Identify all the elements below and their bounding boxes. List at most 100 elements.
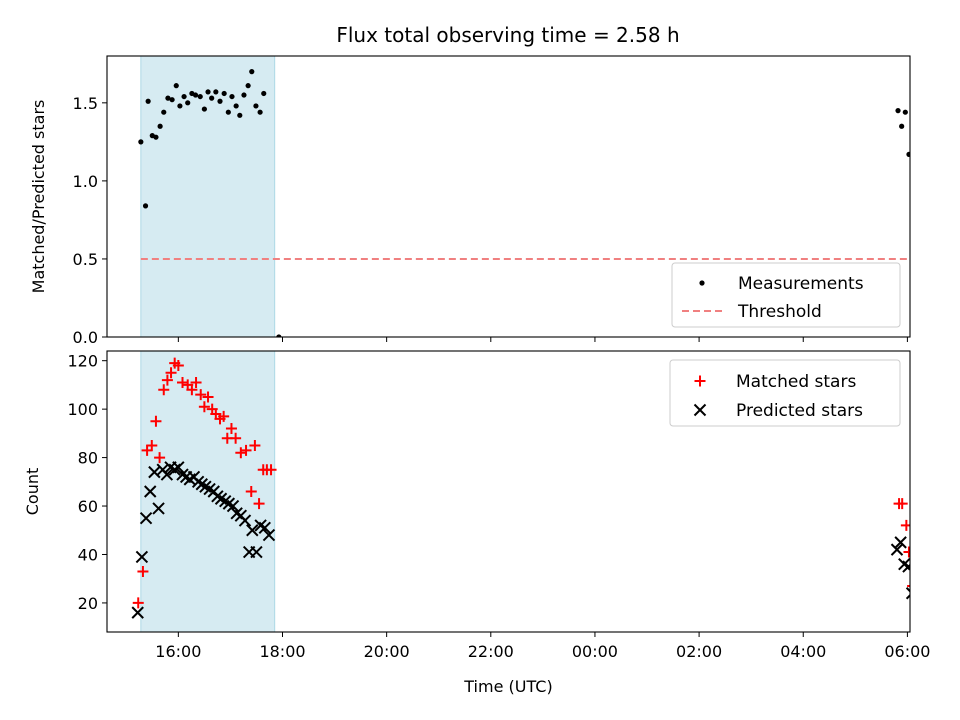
matched-star-point xyxy=(202,391,214,403)
predicted-star-point xyxy=(226,499,240,513)
matched-star-point xyxy=(150,415,162,427)
matched-star-point xyxy=(235,447,247,459)
matched-star-point xyxy=(165,367,177,379)
measurement-points xyxy=(138,69,910,337)
measurement-point xyxy=(899,123,905,129)
matched-star-point xyxy=(195,389,207,401)
measurement-point xyxy=(177,103,183,109)
matched-star-point xyxy=(900,519,910,531)
predicted-star-point xyxy=(172,461,185,474)
legend-top: Measurements Threshold xyxy=(671,262,901,328)
legend-matched-label: Matched stars xyxy=(736,372,856,392)
chart-title: Flux total observing time = 2.58 h xyxy=(336,23,679,47)
measurement-point xyxy=(142,203,149,209)
matched-star-point xyxy=(190,376,202,388)
predicted-star-point xyxy=(262,528,276,542)
matched-star-point xyxy=(132,597,144,609)
legend-box xyxy=(669,359,901,427)
measurement-point xyxy=(138,139,144,145)
legend-measurement-marker xyxy=(699,280,705,286)
y-tick-label: 120 xyxy=(67,352,98,371)
predicted-star-point xyxy=(890,543,904,556)
measurement-point xyxy=(233,103,239,109)
legend-measurements-label: Measurements xyxy=(738,274,864,294)
x-tick-label: 22:00 xyxy=(468,642,514,661)
predicted-star-point xyxy=(246,524,259,537)
predicted-star-point xyxy=(902,560,910,573)
measurement-point xyxy=(169,97,175,103)
measurement-point xyxy=(161,109,167,115)
measurement-point xyxy=(229,93,235,100)
measurement-point xyxy=(201,106,207,112)
measurement-point xyxy=(221,90,227,97)
measurement-point xyxy=(185,100,191,106)
matched-star-point xyxy=(218,410,230,422)
measurement-point xyxy=(276,334,282,337)
legend-bottom: Matched stars Predicted stars xyxy=(669,359,901,427)
matched-star-point xyxy=(249,439,261,451)
y-axis-label: Count xyxy=(23,468,42,516)
predicted-star-point xyxy=(152,502,165,515)
count-subplot: 20 40 60 80 100 120 16:00 18:00 20:00 22:00 00:00 0… xyxy=(23,350,930,696)
bottom-axes-frame xyxy=(106,350,911,633)
measurement-point xyxy=(902,109,908,115)
matched-star-point xyxy=(903,546,910,558)
matched-star-point xyxy=(265,464,277,476)
x-tick-label: 00:00 xyxy=(572,642,618,661)
matched-star-point xyxy=(177,376,189,388)
predicted-star-point xyxy=(258,521,271,535)
y-tick-label: 100 xyxy=(67,400,98,419)
matched-star-point xyxy=(186,384,198,396)
measurement-point xyxy=(237,112,243,118)
measurement-point xyxy=(197,93,203,100)
top-axes-frame xyxy=(106,55,911,338)
matched-star-point xyxy=(172,360,184,372)
predicted-star-point xyxy=(144,485,157,498)
matched-star-point xyxy=(161,374,173,386)
measurement-point xyxy=(209,95,215,101)
legend-threshold-label: Threshold xyxy=(737,302,822,322)
x-tick-label: 18:00 xyxy=(259,642,305,661)
predicted-star-point xyxy=(905,587,910,600)
predicted-star-point xyxy=(250,545,263,559)
observing-window-shade xyxy=(140,55,276,338)
measurement-point xyxy=(895,108,901,114)
matched-star-point xyxy=(245,486,257,497)
y-tick-label: 1.0 xyxy=(73,172,98,191)
x-tick-label: 16:00 xyxy=(155,642,201,661)
y-tick-label: 40 xyxy=(78,545,98,564)
legend-predicted-marker xyxy=(693,403,707,417)
legend-matched-marker xyxy=(694,375,706,387)
x-tick-label: 04:00 xyxy=(780,642,826,661)
matched-star-point xyxy=(896,498,908,510)
predicted-star-point xyxy=(139,511,153,525)
legend-predicted-label: Predicted stars xyxy=(736,401,863,421)
predicted-star-point xyxy=(131,606,144,619)
y-tick-label: 20 xyxy=(78,594,98,613)
x-tick-label: 02:00 xyxy=(676,642,722,661)
matched-star-point xyxy=(253,498,265,510)
predicted-star-point xyxy=(148,465,161,479)
predicted-star-point xyxy=(160,468,174,481)
measurement-point xyxy=(257,109,263,115)
measurement-point xyxy=(157,123,163,129)
measurement-point xyxy=(906,151,910,157)
y-tick-label: 0.5 xyxy=(73,250,98,269)
y-tick-label: 1.5 xyxy=(73,94,98,113)
measurement-point xyxy=(173,83,179,89)
measurement-point xyxy=(165,95,171,101)
matched-star-point xyxy=(240,444,252,456)
measurement-point xyxy=(213,89,219,95)
measurement-point xyxy=(192,92,199,98)
matched-star-point xyxy=(137,565,149,577)
measurement-point xyxy=(225,109,231,115)
x-tick-label: 06:00 xyxy=(884,642,930,661)
matched-star-point xyxy=(158,384,170,396)
legend-box xyxy=(671,262,901,328)
matched-star-point xyxy=(146,439,158,451)
y-tick-label: 60 xyxy=(78,497,98,516)
measurement-point xyxy=(217,98,223,104)
measurement-point xyxy=(241,92,247,98)
measurement-point xyxy=(145,98,151,104)
